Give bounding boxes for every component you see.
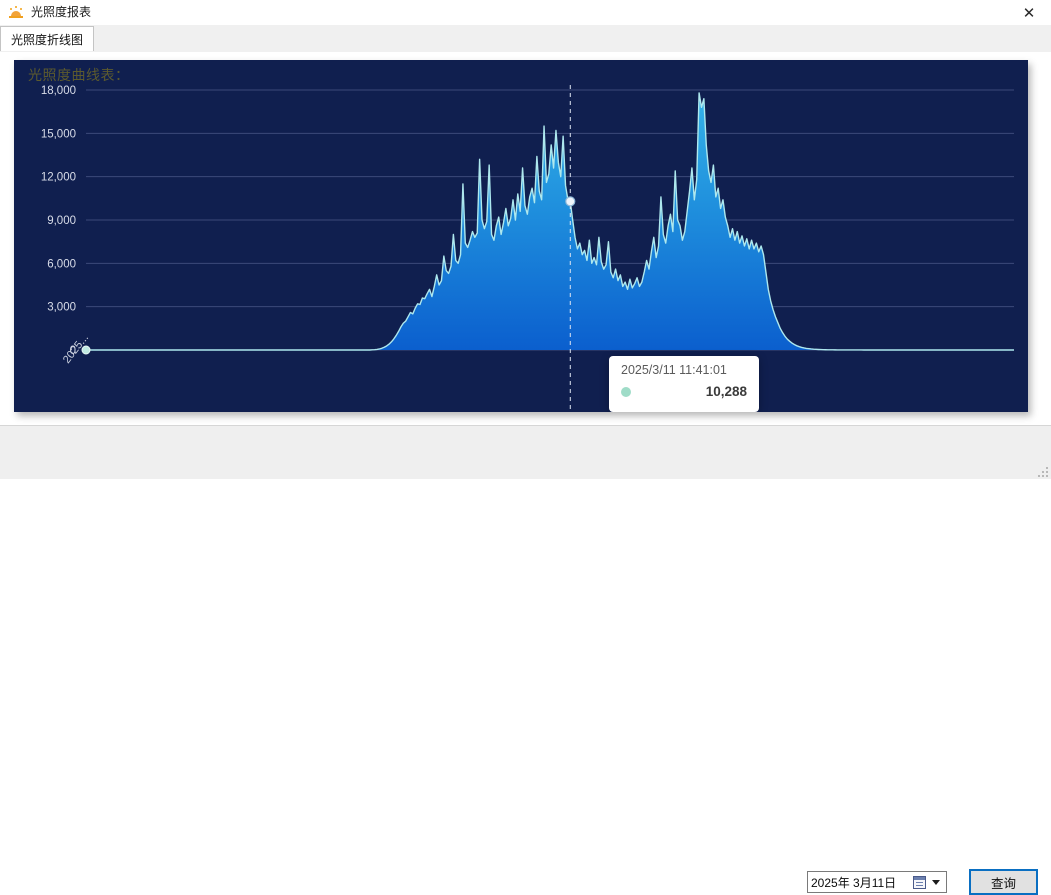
calendar-icon[interactable] bbox=[913, 875, 926, 889]
chart-tooltip: 2025/3/11 11:41:01 10,288 bbox=[609, 356, 759, 412]
y-axis-tick-label: 12,000 bbox=[41, 172, 76, 184]
content-area: 光照度曲线表： 0 3,000 6,000 9,000 12,000 15,000 18,0… bbox=[0, 52, 1051, 425]
y-axis-tick-label: 0 bbox=[70, 345, 76, 357]
title-bar: 光照度报表 ✕ bbox=[0, 0, 1051, 25]
y-axis-labels: 0 3,000 6,000 9,000 12,000 15,000 18,000 bbox=[41, 85, 76, 357]
tooltip-timestamp: 2025/3/11 11:41:01 bbox=[621, 363, 727, 377]
window-title: 光照度报表 bbox=[31, 5, 92, 19]
query-button[interactable]: 查询 bbox=[969, 869, 1038, 895]
chart-panel: 光照度曲线表： 0 3,000 6,000 9,000 12,000 15,000 18,0… bbox=[14, 60, 1028, 412]
y-axis-tick-label: 15,000 bbox=[41, 128, 76, 140]
y-axis-tick-label: 3,000 bbox=[47, 302, 76, 314]
sun-icon bbox=[8, 5, 24, 21]
y-axis-tick-label: 9,000 bbox=[47, 215, 76, 227]
area-fill bbox=[86, 92, 1014, 350]
tooltip-series-dot bbox=[621, 386, 631, 397]
chart-title: 光照度曲线表： bbox=[28, 67, 130, 83]
close-icon[interactable]: ✕ bbox=[1022, 3, 1036, 22]
tab-strip: 光照度折线图 bbox=[0, 25, 1051, 53]
date-picker[interactable]: 2025年 3月11日 bbox=[807, 871, 947, 893]
hover-point-marker bbox=[565, 196, 576, 207]
start-point-marker bbox=[81, 345, 91, 355]
resize-grip[interactable] bbox=[1036, 465, 1048, 477]
chevron-down-icon[interactable] bbox=[932, 879, 940, 885]
footer-bar: 2025年 3月11日 查询 bbox=[0, 425, 1051, 895]
tab-light-line-chart[interactable]: 光照度折线图 bbox=[0, 26, 95, 51]
date-picker-value: 2025年 3月11日 bbox=[811, 875, 897, 890]
light-intensity-area-chart[interactable]: 0 3,000 6,000 9,000 12,000 15,000 18,000 2025.… bbox=[14, 60, 1028, 412]
y-axis-tick-label: 18,000 bbox=[41, 85, 76, 97]
tooltip-value: 10,288 bbox=[705, 384, 747, 399]
series-line bbox=[86, 92, 1014, 351]
y-axis-tick-label: 6,000 bbox=[47, 258, 76, 270]
